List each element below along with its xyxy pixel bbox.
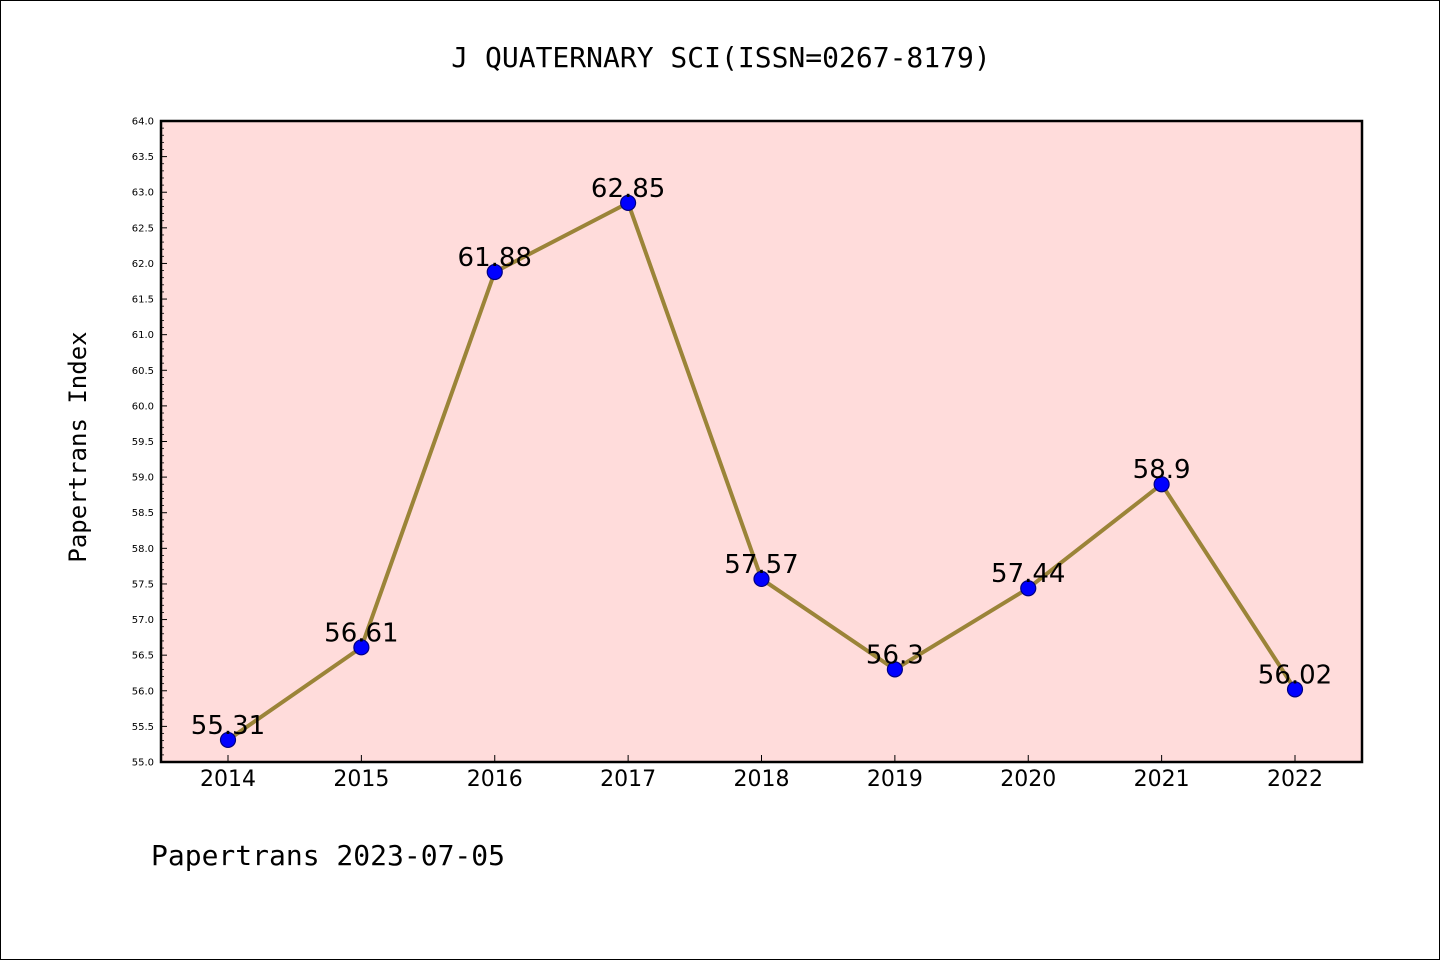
data-point (1020, 580, 1037, 597)
y-tick-label: 58.0 (132, 544, 154, 555)
data-label: 57.57 (724, 550, 798, 580)
y-tick-label: 59.0 (132, 473, 154, 484)
x-tick-label: 2016 (467, 767, 523, 792)
y-tick-label: 55.5 (132, 722, 154, 733)
x-tick-label: 2022 (1267, 767, 1323, 792)
y-tick-label: 62.0 (132, 259, 154, 270)
y-axis-label: Papertrans Index (64, 331, 92, 562)
y-tick-label: 62.5 (132, 223, 154, 234)
data-label: 56.02 (1258, 660, 1332, 690)
y-tick-label: 64.0 (132, 117, 154, 128)
data-point (219, 731, 237, 749)
y-tick-label: 58.5 (132, 508, 154, 519)
data-point (620, 194, 637, 212)
x-tick-label: 2021 (1134, 767, 1190, 792)
y-tick-label: 61.0 (132, 330, 154, 341)
x-tick-label: 2017 (600, 767, 656, 792)
y-tick-label: 60.0 (132, 401, 154, 412)
x-axis: 2014 2015 2016 2017 2018 2019 2020 2021 2022 (200, 755, 1323, 792)
y-tick-label: 63.0 (132, 188, 154, 199)
footer-credit: Papertrans 2023-07-05 (151, 839, 505, 872)
y-tick-label: 59.5 (132, 437, 154, 448)
y-tick-label: 60.5 (132, 366, 154, 377)
x-tick-label: 2014 (200, 767, 256, 792)
y-tick-label: 57.0 (132, 615, 154, 626)
data-point (486, 263, 503, 281)
data-label: 58.9 (1133, 455, 1191, 485)
y-tick-label: 55.0 (132, 758, 154, 769)
chart-title: J QUATERNARY SCI(ISSN=0267-8179) (451, 41, 990, 74)
x-tick-label: 2018 (734, 767, 790, 792)
data-label: 61.88 (458, 243, 532, 273)
plot-area (161, 121, 1362, 762)
data-label: 57.44 (991, 559, 1065, 589)
y-tick-label: 63.5 (132, 152, 154, 163)
data-label: 55.31 (191, 711, 265, 741)
data-point (1286, 681, 1304, 698)
plot-border (159, 119, 1364, 764)
x-tick-label: 2019 (867, 767, 923, 792)
x-tick-label: 2020 (1000, 767, 1056, 792)
y-tick-label: 57.5 (132, 579, 154, 590)
data-point (753, 570, 770, 588)
data-point (353, 639, 370, 656)
data-point (1153, 476, 1170, 493)
y-tick-label: 56.0 (132, 686, 154, 697)
data-label: 62.85 (591, 174, 665, 204)
data-point (886, 661, 903, 678)
series-layer: 55.31 56.61 61.88 62.85 57.57 56.3 57.44 58.9 56… (191, 174, 1332, 749)
x-tick-label: 2015 (333, 767, 389, 792)
y-tick-label: 61.5 (132, 295, 154, 306)
data-label: 56.61 (324, 618, 398, 648)
data-label: 56.3 (866, 640, 924, 670)
y-tick-label: 56.5 (132, 651, 154, 662)
